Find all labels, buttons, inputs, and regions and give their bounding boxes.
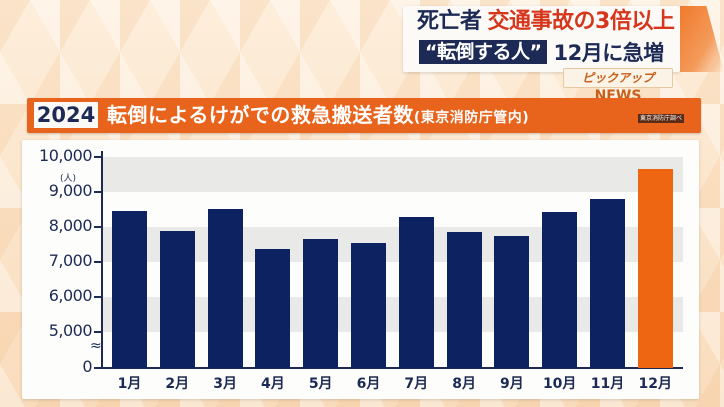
headline-dark-text: 死亡者: [417, 9, 482, 34]
x-label: 10月: [542, 376, 577, 392]
bar-3: [207, 209, 243, 368]
x-label: 5月: [308, 376, 333, 392]
chart-title-sub: (東京消防庁管内): [413, 110, 530, 126]
grid-band: [102, 227, 683, 262]
year-badge: 2024: [34, 102, 98, 128]
y-tick-mark: [94, 156, 102, 158]
headline-tag: “転倒する人”: [419, 40, 548, 64]
y-tick-mark: [94, 331, 102, 333]
chart-title: 転倒によるけがでの救急搬送者数(東京消防庁管内): [107, 100, 529, 130]
bar-5: [303, 238, 339, 368]
bar-4: [255, 249, 291, 368]
pickup-label: ピックアップ: [581, 71, 654, 85]
pickup-news-badge: ピックアップNEWS: [563, 68, 673, 104]
grid-band: [102, 157, 683, 192]
x-axis: [101, 367, 683, 369]
bar-10: [542, 211, 578, 368]
headline-red-text: 交通事故の3倍以上: [487, 9, 675, 34]
x-label: 12月: [638, 376, 673, 392]
y-tick-label: 6,000: [48, 286, 93, 305]
y-tick-mark: [94, 367, 102, 369]
axis-break-icon: ≈: [90, 338, 102, 354]
y-tick-mark: [94, 191, 102, 193]
bar-8: [446, 231, 482, 368]
y-tick-label: 9,000: [48, 181, 93, 200]
headline-rest: 12月に急増: [553, 41, 664, 65]
x-label: 11月: [590, 376, 625, 392]
headline-line1: 死亡者 交通事故の3倍以上: [417, 8, 675, 36]
y-tick-label: 8,000: [48, 216, 93, 235]
y-tick-label: 0: [82, 357, 92, 376]
y-tick-label: 5,000: [48, 321, 93, 340]
y-tick-label: 7,000: [48, 251, 93, 270]
bar-9: [494, 235, 530, 368]
bar-1: [112, 210, 147, 368]
bar-12: [637, 169, 673, 368]
headline-accent: [680, 6, 724, 72]
x-label: 3月: [213, 376, 237, 392]
bar-11: [590, 199, 625, 368]
x-label: 2月: [165, 376, 190, 392]
y-tick-label: 10,000: [39, 146, 92, 165]
y-unit-label: (人): [60, 174, 77, 184]
y-tick-mark: [94, 296, 102, 298]
x-label: 6月: [356, 376, 381, 392]
bar-7: [398, 216, 434, 368]
source-label: 東京消防庁調べ: [638, 114, 685, 123]
x-label: 1月: [117, 376, 142, 392]
x-label: 4月: [261, 376, 285, 392]
chart-title-bar: [27, 98, 701, 133]
x-label: 7月: [404, 376, 429, 392]
bar-2: [159, 230, 195, 368]
bar-6: [351, 242, 386, 368]
x-label: 8月: [452, 376, 476, 392]
y-axis: [101, 151, 103, 369]
grid-band: [102, 297, 683, 332]
headline-line2: “転倒する人” 12月に急増: [419, 39, 664, 65]
x-label: 9月: [500, 376, 524, 392]
y-tick-mark: [94, 226, 102, 228]
chart-title-main: 転倒によるけがでの救急搬送者数: [107, 103, 414, 127]
y-tick-mark: [94, 261, 102, 263]
